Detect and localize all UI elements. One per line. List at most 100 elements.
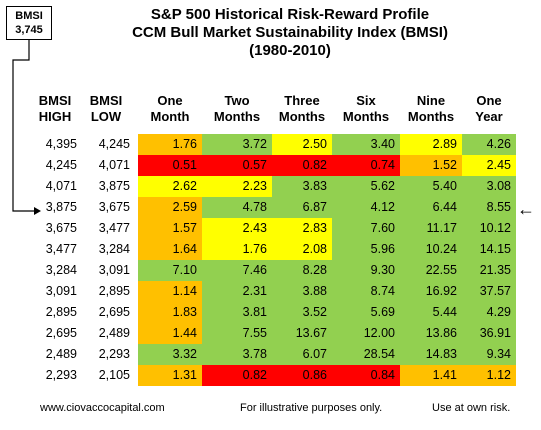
return-cell: 5.44 — [400, 302, 462, 323]
bmsi-high-cell: 3,477 — [45, 242, 77, 256]
return-cell: 5.69 — [332, 302, 400, 323]
return-cell: 10.24 — [400, 239, 462, 260]
bmsi-high-cell: 3,675 — [45, 221, 77, 235]
return-cell: 1.64 — [138, 239, 202, 260]
table-row: 4,245 4,071 0.51 0.57 0.82 0.74 1.52 2.45 — [0, 155, 541, 176]
table-row: 3,091 2,895 1.14 2.31 3.88 8.74 16.92 37.57 — [0, 281, 541, 302]
return-cell: 2.50 — [272, 134, 332, 155]
return-cell: 2.89 — [400, 134, 462, 155]
return-cell: 3.78 — [202, 344, 272, 365]
return-cell: 1.44 — [138, 323, 202, 344]
return-cell: 1.14 — [138, 281, 202, 302]
return-cell: 1.83 — [138, 302, 202, 323]
return-cell: 0.82 — [202, 365, 272, 386]
return-cell: 4.29 — [462, 302, 516, 323]
return-cell: 0.84 — [332, 365, 400, 386]
left-arrow-icon: ← — [517, 199, 535, 219]
return-cell: 3.32 — [138, 344, 202, 365]
footer-website: www.ciovaccocapital.com — [40, 402, 165, 414]
bmsi-high-cell: 2,695 — [45, 326, 77, 340]
bmsi-high-cell: 2,489 — [45, 347, 77, 361]
header-two-months: Two Months — [213, 93, 261, 124]
footer-note: For illustrative purposes only. — [240, 402, 383, 414]
bmsi-low-cell: 3,284 — [98, 242, 130, 256]
bmsi-low-cell: 2,895 — [98, 284, 130, 298]
return-cell: 1.57 — [138, 218, 202, 239]
header-bmsi-low: BMSI LOW — [89, 93, 123, 124]
return-cell: 7.10 — [138, 260, 202, 281]
table-row: 3,284 3,091 7.10 7.46 8.28 9.30 22.55 21.35 — [0, 260, 541, 281]
return-cell: 3.40 — [332, 134, 400, 155]
return-cell: 8.28 — [272, 260, 332, 281]
table-row: 4,071 3,875 2.62 2.23 3.83 5.62 5.40 3.08 — [0, 176, 541, 197]
return-cell: 8.55 — [462, 197, 516, 218]
bmsi-low-cell: 2,695 — [98, 305, 130, 319]
return-cell: 9.30 — [332, 260, 400, 281]
bmsi-high-cell: 2,895 — [45, 305, 77, 319]
return-cell: 3.72 — [202, 134, 272, 155]
return-cell: 1.12 — [462, 365, 516, 386]
bmsi-high-cell: 3,875 — [45, 200, 77, 214]
header-one-year: One Year — [475, 93, 503, 124]
bmsi-low-cell: 3,477 — [98, 221, 130, 235]
return-cell: 14.83 — [400, 344, 462, 365]
bmsi-low-cell: 4,245 — [98, 137, 130, 151]
return-cell: 1.31 — [138, 365, 202, 386]
table-row: 2,895 2,695 1.83 3.81 3.52 5.69 5.44 4.29 — [0, 302, 541, 323]
bmsi-box-label: BMSI — [15, 10, 43, 22]
return-cell: 3.88 — [272, 281, 332, 302]
return-cell: 1.41 — [400, 365, 462, 386]
table-row: 4,395 4,245 1.76 3.72 2.50 3.40 2.89 4.26 — [0, 134, 541, 155]
bmsi-low-cell: 2,105 — [98, 368, 130, 382]
return-cell: 4.12 — [332, 197, 400, 218]
bmsi-low-cell: 3,091 — [98, 263, 130, 277]
return-cell: 2.59 — [138, 197, 202, 218]
return-cell: 0.74 — [332, 155, 400, 176]
bmsi-high-cell: 3,091 — [45, 284, 77, 298]
return-cell: 5.96 — [332, 239, 400, 260]
header-one-month: One Month — [150, 93, 190, 124]
return-cell: 2.23 — [202, 176, 272, 197]
table-row: 2,489 2,293 3.32 3.78 6.07 28.54 14.83 9.34 — [0, 344, 541, 365]
return-cell: 5.40 — [400, 176, 462, 197]
return-cell: 3.81 — [202, 302, 272, 323]
bmsi-high-cell: 2,293 — [45, 368, 77, 382]
bmsi-low-cell: 4,071 — [98, 158, 130, 172]
return-cell: 2.83 — [272, 218, 332, 239]
return-cell: 22.55 — [400, 260, 462, 281]
return-cell: 2.43 — [202, 218, 272, 239]
return-cell: 8.74 — [332, 281, 400, 302]
title-line-1: S&P 500 Historical Risk-Reward Profile — [150, 6, 430, 23]
return-cell: 4.26 — [462, 134, 516, 155]
return-cell: 1.52 — [400, 155, 462, 176]
bmsi-high-cell: 4,245 — [45, 158, 77, 172]
title-line-2: CCM Bull Market Sustainability Index (BM… — [132, 24, 448, 41]
return-cell: 13.67 — [272, 323, 332, 344]
table-row: 2,293 2,105 1.31 0.82 0.86 0.84 1.41 1.12 — [0, 365, 541, 386]
return-cell: 0.57 — [202, 155, 272, 176]
table-row: 3,477 3,284 1.64 1.76 2.08 5.96 10.24 14.15 — [0, 239, 541, 260]
bmsi-high-cell: 4,071 — [45, 179, 77, 193]
return-cell: 36.91 — [462, 323, 516, 344]
footer-risk: Use at own risk. — [432, 402, 511, 414]
return-cell: 6.44 — [400, 197, 462, 218]
return-cell: 6.87 — [272, 197, 332, 218]
return-cell: 7.55 — [202, 323, 272, 344]
bmsi-low-cell: 3,675 — [98, 200, 130, 214]
bmsi-low-cell: 2,489 — [98, 326, 130, 340]
return-cell: 1.76 — [138, 134, 202, 155]
header-six-months: Six Months — [342, 93, 390, 124]
return-cell: 10.12 — [462, 218, 516, 239]
return-cell: 9.34 — [462, 344, 516, 365]
return-cell: 13.86 — [400, 323, 462, 344]
return-cell: 21.35 — [462, 260, 516, 281]
return-cell: 7.46 — [202, 260, 272, 281]
header-bmsi-high: BMSI HIGH — [38, 93, 72, 124]
table-row: 3,875 3,675 2.59 4.78 6.87 4.12 6.44 8.55 — [0, 197, 541, 218]
bmsi-box-value: 3,745 — [15, 24, 43, 36]
return-cell: 2.08 — [272, 239, 332, 260]
table-row: 3,675 3,477 1.57 2.43 2.83 7.60 11.17 10.12 — [0, 218, 541, 239]
title-block: S&P 500 Historical Risk-Reward Profile C… — [100, 6, 480, 60]
return-cell: 0.86 — [272, 365, 332, 386]
